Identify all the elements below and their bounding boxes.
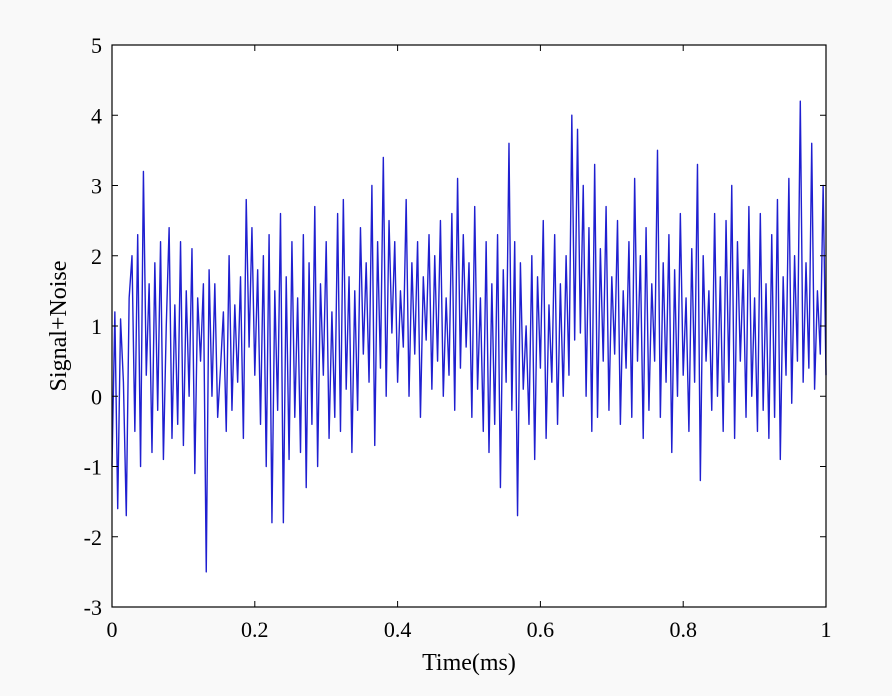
y-tick-label: 1 xyxy=(91,314,102,339)
y-tick-label: 3 xyxy=(91,174,102,199)
x-axis-label: Time(ms) xyxy=(422,650,516,676)
y-tick-label: 4 xyxy=(91,103,102,128)
y-tick-label: 5 xyxy=(91,33,102,58)
x-tick-label: 0 xyxy=(107,617,118,642)
x-tick-label: 0.8 xyxy=(669,617,697,642)
series-layer xyxy=(111,100,827,573)
y-axis-label: Signal+Noise xyxy=(46,261,72,392)
y-tick-label: -2 xyxy=(84,525,102,550)
y-tick-label: 0 xyxy=(91,384,102,409)
series-line-0 xyxy=(111,100,827,573)
x-tick-label: 0.6 xyxy=(527,617,555,642)
y-tick-label: -3 xyxy=(84,595,102,620)
x-tick-label: 0.2 xyxy=(241,617,269,642)
y-tick-label: -1 xyxy=(84,455,102,480)
x-tick-label: 0.4 xyxy=(384,617,412,642)
y-tick-label: 2 xyxy=(91,244,102,269)
ticks-layer: 0 0.2 0.4 0.6 0.8 1 5 4 3 2 1 0 -1 -2 -3 xyxy=(84,33,832,642)
x-tick-label: 1 xyxy=(821,617,832,642)
